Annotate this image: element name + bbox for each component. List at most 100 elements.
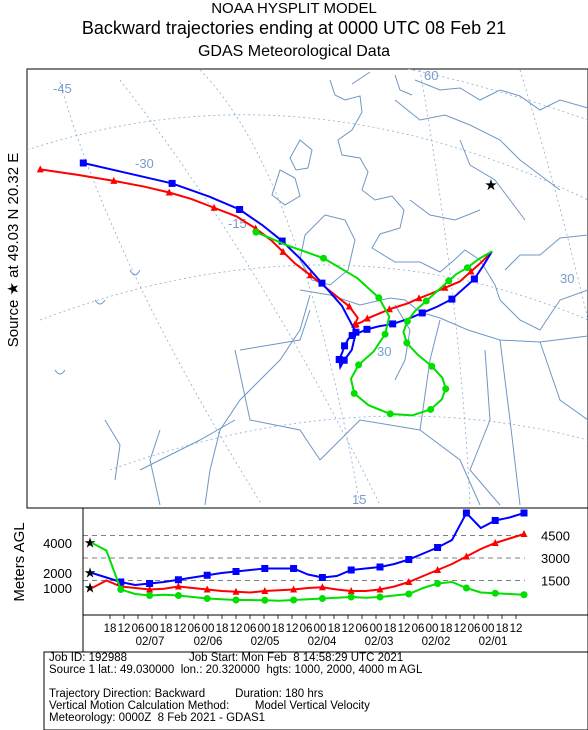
date-label-02-03: 02/03 xyxy=(365,636,394,648)
height-point-1000-10 xyxy=(232,587,240,595)
time-tick-label: 00 xyxy=(426,623,439,635)
map-graticule-labels: -45 -30 -15 30 60 30 15 xyxy=(53,68,574,507)
height-point-1000-8 xyxy=(203,585,211,593)
source-line: Source 1 lat.: 49.030000 lon.: 20.320000… xyxy=(49,664,423,676)
height-point-1000-30 xyxy=(520,530,528,537)
height-point-4000-22 xyxy=(405,590,413,598)
height-point-2000-20 xyxy=(376,563,384,571)
map-point-4000-30 xyxy=(252,228,260,236)
date-label-02-04: 02/04 xyxy=(308,636,337,648)
map-point-4000-6 xyxy=(422,297,430,305)
left-tick-4000: 4000 xyxy=(43,536,72,551)
lon-label-minus30: -30 xyxy=(135,156,154,171)
map-point-4000-8 xyxy=(403,317,411,325)
date-label-02-02: 02/02 xyxy=(422,636,451,648)
height-point-2000-28 xyxy=(491,517,499,524)
start-star-4000: ★ xyxy=(84,535,97,551)
map-point-1000-4 xyxy=(441,283,449,291)
lon-label-minus45: -45 xyxy=(53,81,72,96)
job-id: Job ID: 192988 xyxy=(49,652,128,664)
height-point-4000-12 xyxy=(261,596,269,604)
height-point-1000-18 xyxy=(347,587,355,594)
map-point-4000-2 xyxy=(463,264,471,272)
duration: Duration: 180 hrs xyxy=(235,688,324,700)
source-word: Source xyxy=(5,300,22,348)
height-point-1000-28 xyxy=(491,539,499,546)
height-point-2000-26 xyxy=(462,509,470,517)
height-point-1000-22 xyxy=(405,578,413,585)
lon-label-minus15: -15 xyxy=(228,216,247,231)
map-point-1000-16 xyxy=(345,302,353,310)
map-graticule xyxy=(27,69,588,506)
height-point-4000-28 xyxy=(491,589,499,597)
height-point-4000-20 xyxy=(376,593,384,601)
map-point-4000-18 xyxy=(386,410,394,418)
time-tick-label: 18 xyxy=(160,623,173,635)
start-star-2000: ★ xyxy=(84,565,97,581)
map-point-4000-10 xyxy=(403,339,411,347)
date-label-02-06: 02/06 xyxy=(194,636,223,648)
time-tick-label: 18 xyxy=(328,623,341,635)
height-point-1000-6 xyxy=(174,582,182,590)
map-point-2000-20 xyxy=(352,328,360,336)
lat-label-60: 60 xyxy=(424,68,438,83)
svg-text:Source ★ at: Source ★ at 49.03 N 20.32 E xyxy=(5,153,22,347)
map-point-1000-26 xyxy=(165,188,173,196)
map-point-4000-4 xyxy=(445,277,453,285)
map-point-2000-18 xyxy=(340,356,348,364)
time-tick-label: 12 xyxy=(510,623,523,635)
model-name: NOAA HYSPLIT MODEL xyxy=(211,0,377,17)
height-ticks: 4500 3000 1500 4000 ★ 2000 ★ 1000 ★ xyxy=(43,529,570,597)
time-axis-panel: 18 12 06 00 18 12 06 00 18 12 06 00 18 12 06 00 18 12 06 00… xyxy=(82,614,588,653)
meteorology: Meteorology: 0000Z 8 Feb 2021 - GDAS1 xyxy=(49,712,266,724)
map-point-4000-16 xyxy=(427,405,435,413)
height-point-2000-24 xyxy=(434,544,442,551)
time-tick-label: 18 xyxy=(440,623,453,635)
right-tick-3000: 3000 xyxy=(541,551,570,566)
time-tick-label: 12 xyxy=(118,623,131,635)
map-point-4000-26 xyxy=(375,294,383,302)
date-label-02-07: 02/07 xyxy=(136,636,165,648)
height-point-1000-20 xyxy=(376,585,384,593)
time-tick-label: 12 xyxy=(454,623,467,635)
height-panel: Meters AGL 4500 3000 1500 4000 ★ 2000 ★ 1000 ★ xyxy=(11,507,588,616)
time-tick-label: 00 xyxy=(370,623,383,635)
map-point-1000-10 xyxy=(363,314,371,322)
left-tick-1000: 1000 xyxy=(43,581,72,596)
time-tick-label: 06 xyxy=(244,623,257,635)
height-lines xyxy=(91,509,528,604)
map-point-1000-24 xyxy=(210,203,218,211)
source-lat: 49.03 N xyxy=(5,209,22,262)
time-tick-label: 12 xyxy=(230,623,243,635)
source-star-map: ★ xyxy=(484,177,497,194)
height-point-2000-6 xyxy=(174,576,182,584)
time-tick-label: 06 xyxy=(468,623,481,635)
height-point-4000-6 xyxy=(174,592,182,599)
height-point-4000-26 xyxy=(462,584,470,592)
height-point-4000-10 xyxy=(232,596,240,604)
map-point-2000-24 xyxy=(278,237,286,245)
height-point-1000-24 xyxy=(434,566,442,573)
map-trajectory-1000 xyxy=(40,168,493,328)
height-series-2000 xyxy=(91,511,525,587)
map-point-1000-2 xyxy=(467,267,475,275)
map-panel: -45 -30 -15 30 60 30 15 ★ xyxy=(26,68,588,509)
height-point-1000-16 xyxy=(318,583,326,591)
map-trajectory-2000 xyxy=(83,162,493,371)
source-label: Source ★ at 49.03 N 20.32 E xyxy=(5,153,22,347)
map-point-2000-10 xyxy=(363,325,371,333)
map-point-1000-30 xyxy=(36,165,44,173)
date-label-02-01: 02/01 xyxy=(479,636,508,648)
map-point-1000-8 xyxy=(385,305,393,313)
source-lon: 20.32 E xyxy=(5,153,22,205)
height-point-2000-12 xyxy=(261,565,269,572)
time-tick-label: 18 xyxy=(496,623,509,635)
time-ticks: 18 12 06 00 18 12 06 00 18 12 06 00 18 12 06 00 18 12 06 00… xyxy=(104,615,523,648)
map-point-2000-22 xyxy=(318,279,326,287)
height-point-4000-2 xyxy=(117,586,125,593)
time-tick-label: 06 xyxy=(356,623,369,635)
height-point-1000-4 xyxy=(146,585,154,593)
right-tick-1500: 1500 xyxy=(541,574,570,589)
lat-label-30: 30 xyxy=(377,344,391,359)
